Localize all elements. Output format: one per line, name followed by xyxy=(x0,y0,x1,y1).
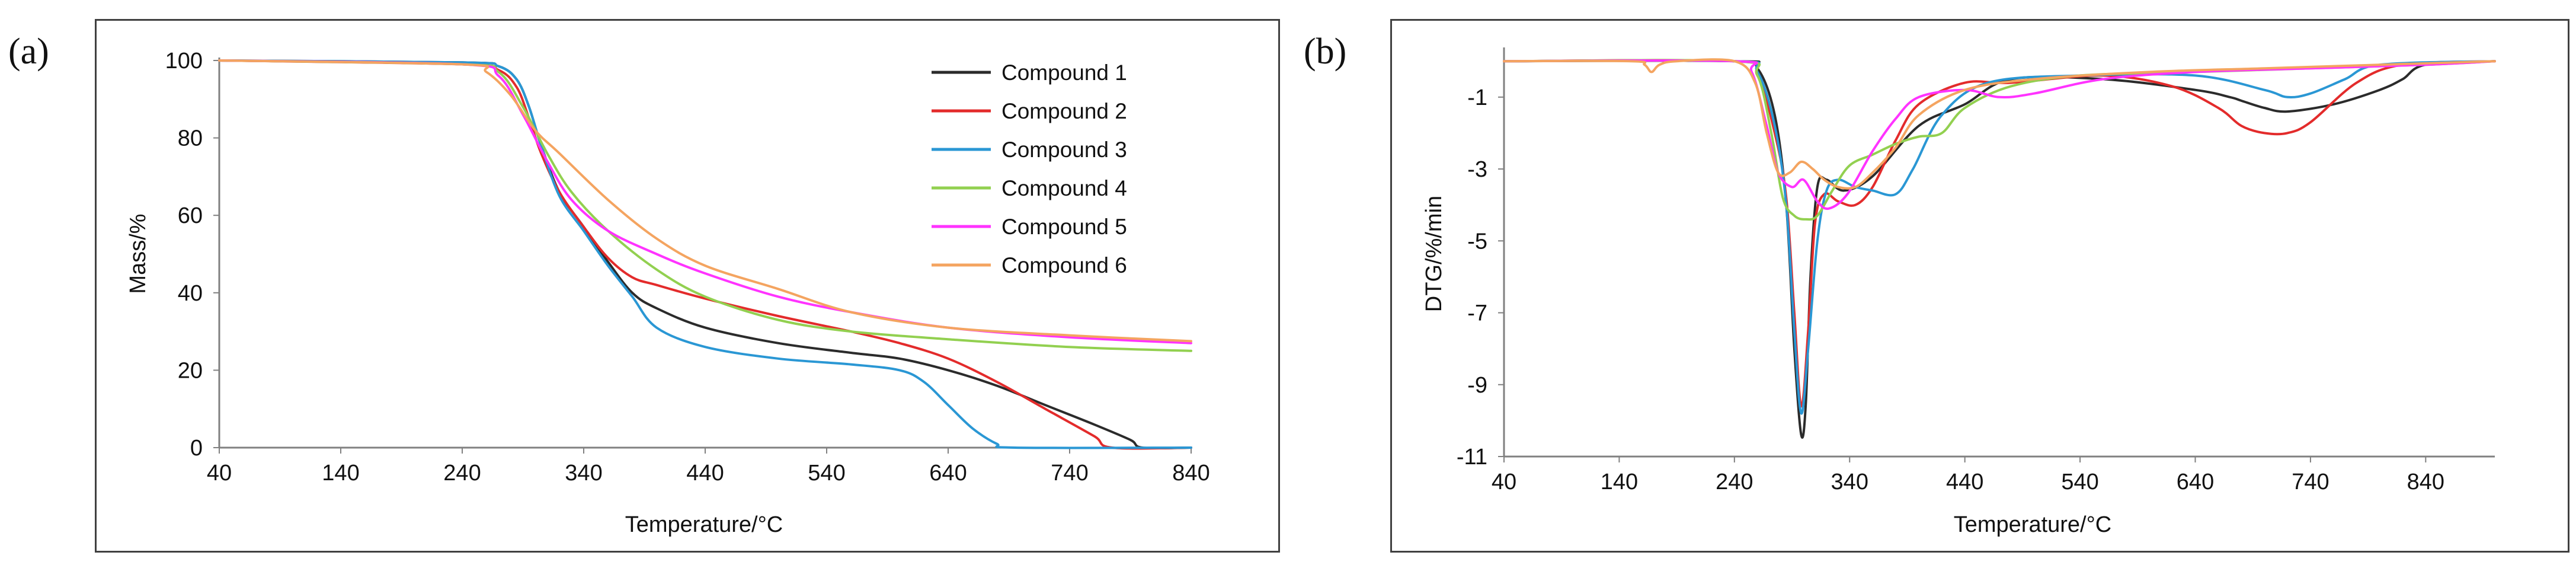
panel-b-label: (b) xyxy=(1304,31,1347,72)
x-tick-label: 840 xyxy=(1172,461,1209,486)
panel-a-label: (a) xyxy=(8,31,49,72)
series-line-compound-6 xyxy=(1503,58,2496,190)
x-tick-label: 340 xyxy=(565,461,602,486)
x-tick-label: 240 xyxy=(443,461,481,486)
legend-label-compound-1: Compound 1 xyxy=(1001,60,1127,85)
y-tick-label: -9 xyxy=(1467,373,1487,398)
y-tick-label: -7 xyxy=(1467,301,1487,326)
series-line-compound-2 xyxy=(218,59,1192,450)
y-tick-label: -5 xyxy=(1467,229,1487,254)
panel-a-frame xyxy=(95,19,1280,553)
x-tick-label: 740 xyxy=(1051,461,1088,486)
y-tick-label: -3 xyxy=(1467,157,1487,182)
series-line-compound-3 xyxy=(1503,59,2496,415)
series-line-compound-6 xyxy=(218,59,1192,343)
series-line-compound-2 xyxy=(1503,59,2496,408)
x-tick-label: 540 xyxy=(2061,470,2098,494)
y-axis-title: Mass/% xyxy=(126,213,151,293)
y-tick-label: 80 xyxy=(178,126,203,151)
x-tick-label: 40 xyxy=(1492,470,1516,494)
y-tick-label: 40 xyxy=(178,281,203,306)
x-tick-label: 140 xyxy=(322,461,359,486)
x-tick-label: 640 xyxy=(2177,470,2214,494)
x-tick-label: 240 xyxy=(1716,470,1753,494)
y-tick-label: 100 xyxy=(165,49,203,74)
legend-label-compound-2: Compound 2 xyxy=(1001,99,1127,123)
y-tick-label: 0 xyxy=(190,436,203,461)
x-tick-label: 540 xyxy=(808,461,845,486)
x-tick-label: 740 xyxy=(2292,470,2329,494)
y-tick-label: -11 xyxy=(1457,445,1487,470)
x-tick-label: 40 xyxy=(207,461,232,486)
x-axis-title: Temperature/°C xyxy=(625,512,783,537)
x-tick-label: 640 xyxy=(929,461,967,486)
panel-b-frame xyxy=(1390,19,2569,553)
legend-label-compound-3: Compound 3 xyxy=(1001,138,1127,162)
x-tick-label: 140 xyxy=(1601,470,1638,494)
legend-label-compound-4: Compound 4 xyxy=(1001,176,1127,200)
x-tick-label: 440 xyxy=(1946,470,1983,494)
series-line-compound-3 xyxy=(218,59,1192,449)
legend-label-compound-5: Compound 5 xyxy=(1001,215,1127,239)
legend: Compound 1 Compound 2 Compound 3 Compound 4… xyxy=(932,60,1127,277)
chart-panel-a: 40 140 240 340 440 540 640 740 840 0 20 40 60 80 100 Te… xyxy=(126,49,1210,537)
x-tick-label: 840 xyxy=(2407,470,2444,494)
y-tick-label: -1 xyxy=(1467,85,1487,110)
chart-panel-b: 40 140 240 340 440 540 640 740 840 -1 -3 -5 -7 -9 -11 T… xyxy=(1422,47,2496,537)
x-tick-label: 340 xyxy=(1831,470,1868,494)
y-axis-title: DTG/%/min xyxy=(1422,196,1447,312)
y-tick-label: 20 xyxy=(178,358,203,383)
x-tick-label: 440 xyxy=(686,461,724,486)
x-axis-title: Temperature/°C xyxy=(1954,512,2112,537)
series-line-compound-1 xyxy=(1503,59,2496,439)
y-tick-label: 60 xyxy=(178,203,203,228)
series-line-compound-4 xyxy=(218,59,1192,352)
legend-label-compound-6: Compound 6 xyxy=(1001,253,1127,277)
